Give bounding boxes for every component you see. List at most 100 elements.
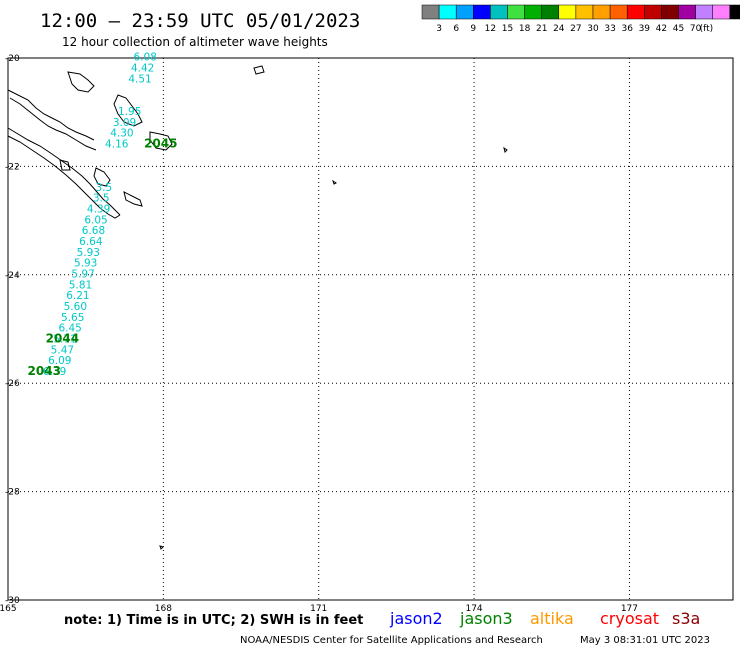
satellite-name: altika <box>530 609 574 628</box>
swh-value: 6.68 <box>82 225 105 237</box>
legend-swatch <box>455 4 474 20</box>
efate-island <box>67 71 95 93</box>
legend-swatch <box>644 4 662 20</box>
mare-island <box>59 159 71 171</box>
map-title: 12:00 – 23:59 UTC 05/01/2023 <box>40 10 360 32</box>
legend-label: 15 <box>502 24 513 34</box>
swh-value: 5.93 <box>77 247 100 259</box>
lon-tick-label: 168 <box>155 604 172 614</box>
satellite-legend: jason2 jason3 altika cryosat s3a <box>389 609 700 628</box>
swh-value: 6.45 <box>58 323 81 335</box>
legend-swatch <box>712 4 731 20</box>
swh-value: 5.60 <box>64 301 87 313</box>
small-islet-2 <box>332 179 337 185</box>
legend-label: 27 <box>570 24 581 34</box>
swh-value: 3.5 <box>93 193 110 205</box>
legend-swatch <box>558 4 577 20</box>
legend-label: 70 <box>690 24 702 34</box>
legend-label: 33 <box>604 24 615 34</box>
swh-value: 5.71 <box>53 334 76 346</box>
legend-swatch <box>421 4 440 20</box>
pass-label: 2045 <box>144 136 177 150</box>
map-grid <box>8 58 733 600</box>
legend-label: 36 <box>621 24 633 34</box>
legend-label: 3 <box>436 24 442 34</box>
swh-value: 6.05 <box>84 214 107 226</box>
legend-label: (ft) <box>700 24 714 34</box>
lat-tick-label: -24 <box>5 271 20 281</box>
lon-tick-label: 177 <box>621 604 638 614</box>
legend-label: 45 <box>673 24 684 34</box>
lat-tick-label: -26 <box>5 379 20 389</box>
legend-swatch <box>626 4 645 20</box>
legend-swatch <box>490 4 508 20</box>
color-legend <box>421 4 740 20</box>
hunter-island <box>253 65 265 75</box>
swh-value: 4.30 <box>110 128 133 140</box>
tanna-island <box>149 131 173 151</box>
lat-tick-label: -30 <box>5 596 20 606</box>
loyalty-islands <box>93 167 143 207</box>
satellite-name: jason3 <box>459 609 513 628</box>
erromango-island <box>113 94 143 127</box>
legend-swatch <box>609 4 628 20</box>
swh-value: 1.95 <box>118 106 141 118</box>
new-caledonia-coast <box>7 127 121 219</box>
lon-tick-label: 171 <box>310 604 327 614</box>
lon-tick-label: 174 <box>465 604 482 614</box>
legend-label: 39 <box>639 24 651 34</box>
altimeter-track: 6.396.095.475.716.455.655.606.215.815.97… <box>43 52 157 378</box>
footer-timestamp: May 3 08:31:01 UTC 2023 <box>580 635 710 646</box>
plot-frame <box>7 57 734 601</box>
swh-value: 6.39 <box>43 366 66 378</box>
swh-value: 5.65 <box>61 312 84 324</box>
legend-label: 21 <box>536 24 547 34</box>
legend-swatch <box>592 4 611 20</box>
swh-value: 6.08 <box>134 52 157 64</box>
map-subtitle: 12 hour collection of altimeter wave hei… <box>62 35 328 49</box>
color-legend-labels: 3 6 9 12 15 18 21 24 27 30 33 36 39 42 45 70(ft) <box>436 24 713 34</box>
legend-swatch <box>541 4 560 20</box>
swh-value: 4.51 <box>128 73 151 85</box>
legend-swatch <box>473 4 491 20</box>
legend-label: 9 <box>470 24 476 34</box>
longitude-ticks: 165 168 171 174 177 <box>0 604 638 614</box>
legend-swatch <box>524 4 542 20</box>
legend-swatch <box>695 4 713 20</box>
legend-swatch <box>575 4 594 20</box>
vanuatu-coast-north <box>7 89 97 151</box>
satellite-name: s3a <box>672 609 700 628</box>
satellite-name: cryosat <box>600 609 659 628</box>
legend-label: 30 <box>587 24 599 34</box>
swh-value: 5.93 <box>74 258 97 270</box>
legend-label: 18 <box>519 24 531 34</box>
lat-tick-label: -20 <box>5 54 20 64</box>
swh-value: 5.97 <box>71 269 94 281</box>
legend-label: 6 <box>453 24 459 34</box>
small-islet-3 <box>159 545 164 550</box>
lon-tick-label: 165 <box>0 604 17 614</box>
legend-swatch <box>729 4 740 20</box>
swh-value: 4.42 <box>131 63 154 75</box>
pass-label: 2043 <box>28 364 61 378</box>
lat-tick-label: -28 <box>5 488 20 498</box>
legend-label: 24 <box>553 24 565 34</box>
swh-value: 6.09 <box>48 355 71 367</box>
swh-value: 4.16 <box>105 138 129 150</box>
lat-tick-label: -22 <box>5 162 20 172</box>
swh-value: 6.64 <box>79 236 103 248</box>
latitude-ticks: -20 -22 -24 -26 -28 -30 <box>5 54 20 606</box>
pass-labels: 2045 2044 2043 <box>28 136 178 378</box>
swh-value: 6.21 <box>66 290 89 302</box>
legend-swatch <box>507 4 525 20</box>
legend-swatch <box>661 4 679 20</box>
legend-label: 42 <box>656 24 667 34</box>
swh-value: 5.81 <box>69 279 92 291</box>
footer-note: note: 1) Time is in UTC; 2) SWH is in fe… <box>64 613 363 628</box>
legend-swatch <box>438 4 457 20</box>
coastlines <box>7 65 508 550</box>
satellite-name: jason2 <box>389 609 443 628</box>
swh-value: 4.39 <box>87 203 110 215</box>
swh-value: 3.09 <box>113 117 136 129</box>
